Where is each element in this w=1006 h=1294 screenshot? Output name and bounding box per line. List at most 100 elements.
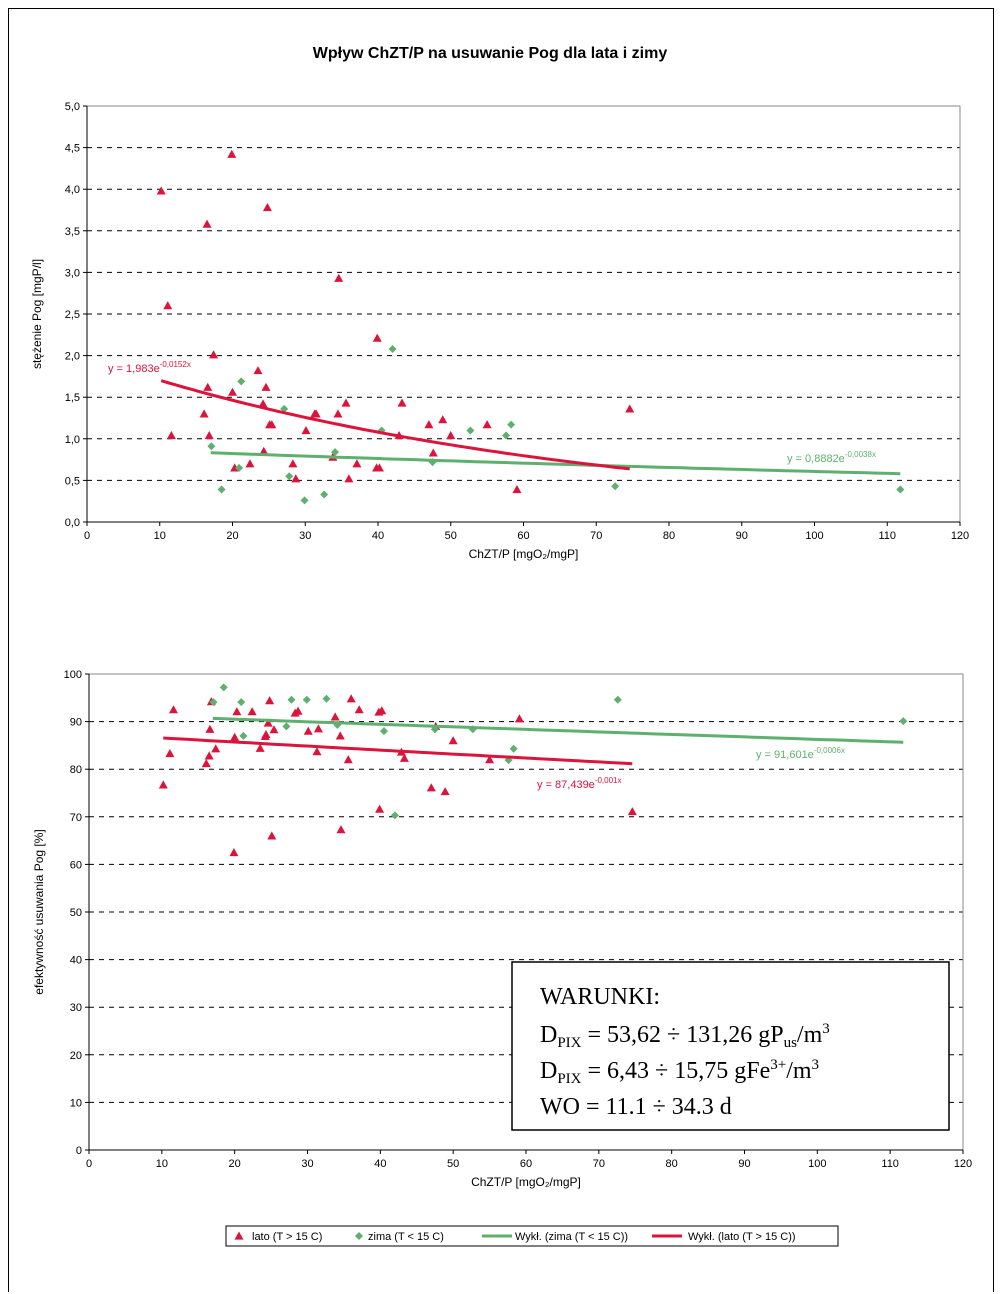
- chart1-lato-point-4: [202, 219, 212, 228]
- chart2-lato-point-25: [335, 731, 345, 740]
- chart2-y-tick-label-8: 80: [70, 764, 82, 776]
- chart1-x-tick-label-12: 120: [951, 530, 969, 542]
- chart1-y-tick-label-8: 4,0: [65, 184, 80, 196]
- chart2-lato-point-26: [336, 825, 346, 834]
- chart1-lato-point-6: [204, 430, 214, 440]
- chart2-lato-point-9: [230, 732, 240, 741]
- chart2-lato-point-31: [375, 804, 385, 813]
- chart2-series-zima: [209, 683, 908, 820]
- chart1-equation-lato-main: y = 1,983e: [108, 363, 160, 375]
- chart1-equation-lato: y = 1,983e-0,0152x: [108, 360, 191, 375]
- conditions-line-1-lhs: D: [540, 1022, 557, 1048]
- chart2-x-tick-label-0: 0: [86, 1158, 92, 1170]
- chart1-x-tick-label-2: 20: [226, 530, 238, 542]
- conditions-heading: WARUNKI:: [540, 984, 660, 1010]
- chart2-lato-point-22: [312, 747, 322, 756]
- chart2-x-tick-label-2: 20: [229, 1158, 241, 1170]
- chart2-x-tick-label-10: 100: [808, 1158, 826, 1170]
- conditions-line-2-lhs-sub: PIX: [557, 1071, 581, 1087]
- chart2-x-tick-label-3: 30: [301, 1158, 313, 1170]
- chart1-lato-point-3: [199, 409, 209, 418]
- conditions-line-1-sup: 3: [822, 1021, 830, 1037]
- chart2-lato-point-23: [313, 724, 323, 733]
- chart2-zima-point-16: [899, 717, 908, 726]
- chart2-y-tick-label-9: 90: [70, 717, 82, 729]
- chart1-lato-point-1: [163, 301, 173, 310]
- chart1-lato-point-14: [259, 446, 269, 455]
- figure-frame: [8, 8, 994, 1292]
- conditions-line-1-sub: us: [784, 1035, 798, 1051]
- chart1-zima-point-1: [217, 485, 226, 494]
- chart2-equation-zima-exponent: -0,0006x: [814, 746, 845, 755]
- chart1-y-tick-label-4: 2,0: [65, 351, 80, 363]
- conditions-line-2-sup1: 3+: [770, 1057, 786, 1073]
- chart2-lato-point-34: [399, 753, 409, 762]
- chart1-lato-point-11: [245, 459, 255, 468]
- chart2-zima-point-2: [237, 698, 246, 707]
- conditions-line-1-lhs-sub: PIX: [557, 1035, 581, 1051]
- conditions-line-3: WO = 11.1 ÷ 34.3 d: [540, 1094, 732, 1120]
- chart1-x-tick-label-7: 70: [590, 530, 602, 542]
- chart1-lato-point-7: [209, 350, 219, 359]
- chart1-zima-point-13: [502, 431, 511, 440]
- chart2-equation-zima: y = 91,601e-0,0006x: [756, 746, 845, 761]
- chart1-lato-point-32: [374, 463, 384, 472]
- chart1-trendline-lato: [160, 379, 630, 471]
- chart1-trendline-zima: [210, 451, 901, 476]
- chart1-lato-point-39: [482, 420, 492, 429]
- legend-item-1-symbol: [355, 1232, 363, 1240]
- chart1-lato-point-27: [341, 398, 351, 407]
- chart1-x-tick-label-0: 0: [84, 530, 90, 542]
- chart2-zima-point-4: [282, 722, 291, 731]
- chart2-x-tick-label-9: 90: [738, 1158, 750, 1170]
- chart1-y-tick-label-7: 3,5: [65, 226, 80, 238]
- conditions-box: WARUNKI: DPIX = 53,62 ÷ 131,26 gPus/m3 D…: [511, 961, 950, 1131]
- chart2-y-tick-label-10: 100: [64, 669, 82, 681]
- chart1-y-tick-label-0: 0,0: [65, 517, 80, 529]
- chart2-x-tick-label-7: 70: [593, 1158, 605, 1170]
- chart2-x-tick-label-5: 50: [447, 1158, 459, 1170]
- chart1-lato-point-28: [344, 474, 354, 483]
- chart1-lato-point-26: [334, 273, 344, 282]
- chart2-y-tick-label-1: 10: [70, 1097, 82, 1109]
- chart1-x-tick-label-6: 60: [517, 530, 529, 542]
- chart2-lato-point-10: [232, 707, 242, 716]
- chart2-lato-point-29: [354, 705, 364, 714]
- chart2-lato-point-16: [265, 696, 275, 705]
- chart2-y-tick-label-0: 0: [76, 1145, 82, 1157]
- conditions-line-1-unit: /m: [797, 1022, 823, 1048]
- chart2-equation-zima-main: y = 91,601e: [756, 749, 814, 761]
- chart2-lato-point-27: [343, 755, 353, 764]
- chart1-x-tick-label-10: 100: [805, 530, 823, 542]
- chart1-lato-point-2: [166, 430, 176, 440]
- chart1-lato-point-37: [438, 415, 448, 424]
- chart2-trendline-lato: [163, 736, 633, 766]
- legend-item-1-label: zima (T < 15 C): [368, 1231, 444, 1243]
- chart1-lato-point-0: [156, 186, 166, 195]
- chart1-x-tick-label-3: 30: [299, 530, 311, 542]
- chart1-x-tick-label-8: 80: [663, 530, 675, 542]
- chart2-y-tick-label-7: 70: [70, 812, 82, 824]
- chart1-y-tick-label-10: 5,0: [65, 101, 80, 113]
- conditions-line-1: DPIX = 53,62 ÷ 131,26 gPus/m3: [540, 1021, 830, 1051]
- chart1-y-tick-label-9: 4,5: [65, 143, 80, 155]
- chart2-lato-point-37: [440, 787, 450, 796]
- legend-item-0-label: lato (T > 15 C): [252, 1231, 322, 1243]
- chart1-zima-point-10: [388, 344, 397, 353]
- chart2-lato-point-38: [448, 736, 458, 745]
- chart2-zima-point-15: [613, 695, 622, 704]
- legend: lato (T > 15 C) zima (T < 15 C) Wykł. (zim…: [225, 1225, 839, 1247]
- chart1-x-label: ChZT/P [mgO₂/mgP]: [469, 547, 579, 561]
- chart2-x-tick-label-8: 80: [666, 1158, 678, 1170]
- chart1-lato-point-16: [262, 203, 272, 212]
- chart2-trendline-zima: [212, 716, 904, 744]
- chart1-zima-point-15: [611, 482, 620, 491]
- chart2-zima-point-14: [509, 744, 518, 753]
- legend-border: [225, 1225, 839, 1247]
- figure-title: Wpływ ChZT/P na usuwanie Pog dla lata i …: [313, 45, 668, 62]
- chart2-zima-point-3: [239, 731, 248, 740]
- chart1-lato-point-34: [397, 398, 407, 407]
- chart1-lato-point-5: [203, 382, 213, 391]
- chart1-x-tick-label-9: 90: [736, 530, 748, 542]
